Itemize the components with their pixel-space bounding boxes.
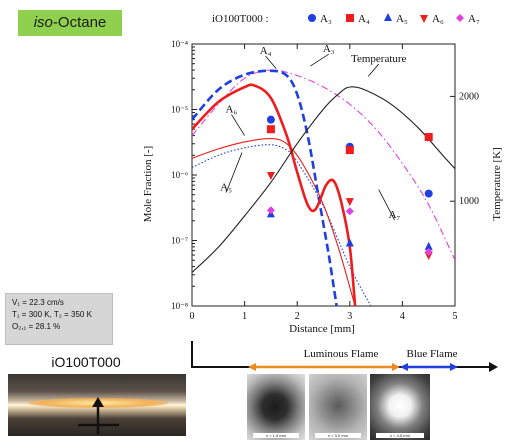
annotation-pointer	[310, 53, 329, 67]
legend-marker-A₆	[420, 15, 428, 23]
legend-marker-A₇	[456, 14, 464, 22]
chart-legend: iO100T000 : A₃ A₄ A₅ A₆ A₇	[212, 13, 480, 25]
y2-axis-label: Temperature [K]	[491, 147, 503, 220]
temperature-condition: T₁ = 300 K, T₂ = 350 K	[12, 310, 92, 319]
y2-tick-label: 1000	[459, 196, 479, 207]
data-point-A₅	[345, 238, 354, 247]
annotation-layer: A₄ A₃ A₆ A₅ A₇ Temperature	[220, 43, 406, 221]
legend-title: iO100T000 :	[212, 13, 269, 25]
data-point-A₆	[266, 172, 275, 180]
data-point-A₃	[266, 115, 275, 124]
snapshot-label: x = 4.5 mm	[376, 433, 424, 438]
flame-photo	[8, 374, 186, 436]
series-line-A₇	[192, 69, 455, 261]
series-layer	[192, 69, 455, 306]
fuel-tag-prefix: iso	[33, 14, 53, 31]
x-tick-label: 3	[347, 311, 352, 322]
annotation-pointer	[231, 114, 245, 136]
data-point-A₄	[424, 133, 433, 142]
series-line-A₅	[192, 144, 372, 306]
data-point-A₇	[424, 247, 433, 256]
y-tick-label: 10⁻⁵	[171, 105, 188, 115]
data-point-A₅	[424, 241, 433, 250]
y2-tick-label: 2000	[459, 91, 479, 102]
annotation-label: A₅	[220, 181, 232, 193]
snapshot-label: x = 3.0 mm	[315, 433, 361, 438]
x-tick-label: 4	[400, 311, 405, 322]
x-tick-label: 1	[242, 311, 247, 322]
legend-label-A₇: A₇	[468, 13, 480, 25]
y-tick-label: 10⁻⁶	[171, 170, 188, 180]
snapshot-label: x = 1.5 mm	[253, 433, 299, 438]
plot-border	[191, 43, 456, 307]
temperature-line	[192, 86, 455, 273]
velocity-condition: V₁ = 22.3 cm/s	[12, 298, 64, 307]
annotation-label: A₇	[389, 209, 401, 221]
y-tick-label: 10⁻⁷	[171, 236, 188, 246]
legend-label-A₃: A₃	[320, 13, 332, 25]
data-point-A₆	[424, 252, 433, 261]
x-axis-label: Distance [mm]	[289, 323, 355, 335]
snapshot-3: x = 4.5 mm	[370, 374, 430, 440]
legend-marker-A₃	[308, 14, 316, 22]
blue-flame-label: Blue Flame	[406, 348, 457, 360]
luminous-flame-label: Luminous Flame	[304, 348, 379, 360]
flame-zone-axis: Luminous Flame Blue Flame	[191, 341, 498, 372]
data-point-A₄	[266, 125, 275, 134]
legend-marker-A₄	[346, 14, 354, 22]
conditions-box: V₁ = 22.3 cm/s T₁ = 300 K, T₂ = 350 K O₂…	[5, 293, 113, 345]
up-arrow-icon	[78, 397, 119, 434]
case-label: iO100T000	[51, 354, 121, 370]
series-line-A₆	[192, 138, 356, 306]
legend-label-A₅: A₅	[396, 13, 408, 25]
annotation-label: A₃	[323, 43, 335, 55]
data-point-A₃	[424, 189, 433, 198]
series-line-A₄	[192, 83, 357, 306]
annotation-pointer	[265, 55, 277, 69]
oxygen-condition: O₂,₁ = 28.1 %	[12, 322, 61, 331]
data-point-A₆	[345, 198, 354, 207]
data-point-A₇	[345, 207, 354, 216]
marker-layer	[266, 115, 433, 261]
snapshot-2: x = 3.0 mm	[309, 374, 367, 440]
series-line-A₃	[192, 69, 338, 306]
annotation-pointer	[378, 189, 395, 221]
data-point-A₇	[266, 206, 275, 215]
annotation-label: A₄	[260, 45, 272, 57]
annotation-label: A₆	[226, 103, 238, 115]
x-tick-label: 5	[453, 311, 458, 322]
snapshot-1: x = 1.5 mm	[247, 374, 305, 440]
y-tick-label: 10⁻⁸	[171, 301, 188, 311]
annotation-pointer	[367, 63, 380, 77]
annotation-label: Temperature	[351, 53, 407, 65]
x-tick-label: 0	[190, 311, 195, 322]
y-axis-label: Mole Fraction [-]	[142, 146, 154, 222]
legend-marker-A₅	[384, 13, 392, 21]
legend-label-A₄: A₄	[358, 13, 370, 25]
plot-frame	[191, 43, 456, 307]
fuel-tag-rest: -Octane	[52, 14, 107, 31]
data-point-A₄	[345, 146, 354, 155]
annotation-pointer	[225, 152, 243, 193]
x-tick-label: 2	[295, 311, 300, 322]
legend-label-A₆: A₆	[432, 13, 444, 25]
axis-ticks: 0 1 2 3 4 5 10⁻⁸ 10⁻⁷ 10⁻⁶ 10⁻⁵ 10⁻⁴ 1000 2000	[171, 39, 479, 322]
y-tick-label: 10⁻⁴	[171, 39, 188, 49]
fuel-tag: iso-Octane	[18, 10, 122, 36]
